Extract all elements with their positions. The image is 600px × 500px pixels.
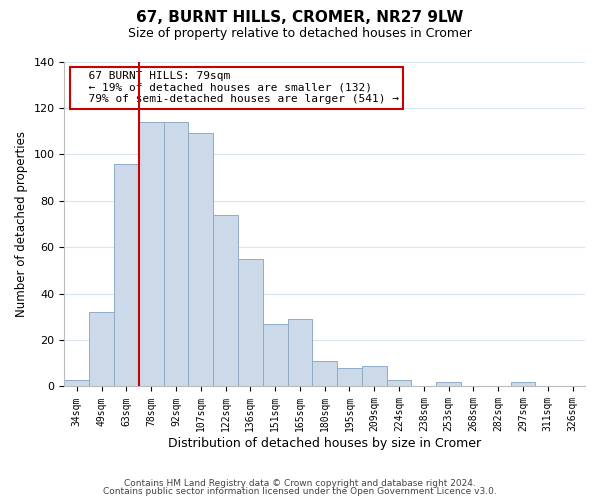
Text: Size of property relative to detached houses in Cromer: Size of property relative to detached ho… — [128, 28, 472, 40]
Bar — [313, 361, 337, 386]
Bar — [213, 214, 238, 386]
Bar — [362, 366, 386, 386]
Text: Contains HM Land Registry data © Crown copyright and database right 2024.: Contains HM Land Registry data © Crown c… — [124, 478, 476, 488]
Bar — [436, 382, 461, 386]
Bar — [64, 380, 89, 386]
Bar — [164, 122, 188, 386]
Bar — [89, 312, 114, 386]
Bar — [238, 259, 263, 386]
Text: Contains public sector information licensed under the Open Government Licence v3: Contains public sector information licen… — [103, 488, 497, 496]
Y-axis label: Number of detached properties: Number of detached properties — [15, 131, 28, 317]
Bar — [287, 319, 313, 386]
Text: 67, BURNT HILLS, CROMER, NR27 9LW: 67, BURNT HILLS, CROMER, NR27 9LW — [136, 10, 464, 25]
Bar — [386, 380, 412, 386]
Bar — [337, 368, 362, 386]
Bar — [263, 324, 287, 386]
X-axis label: Distribution of detached houses by size in Cromer: Distribution of detached houses by size … — [168, 437, 481, 450]
Bar — [114, 164, 139, 386]
Bar — [188, 134, 213, 386]
Bar — [511, 382, 535, 386]
Bar — [139, 122, 164, 386]
Text: 67 BURNT HILLS: 79sqm
  ← 19% of detached houses are smaller (132)
  79% of semi: 67 BURNT HILLS: 79sqm ← 19% of detached … — [75, 71, 399, 104]
